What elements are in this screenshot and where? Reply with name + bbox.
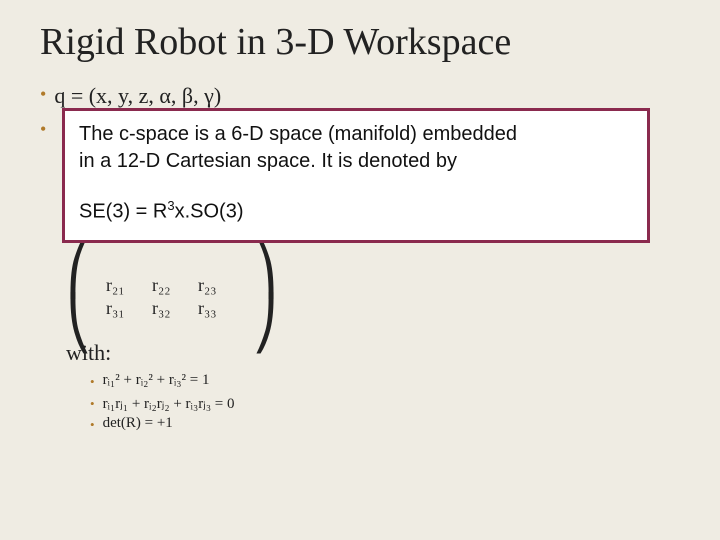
bullet-icon: •	[90, 415, 95, 435]
matrix-region: ⎛⎝ r₂₁ r₂₂ r₂₃ r₃₁ r₃₂ r₃₃ ⎞⎠ with:	[66, 258, 278, 437]
constraint-text: rᵢ₁² + rᵢ₂² + rᵢ₃² = 1	[103, 372, 210, 389]
slide: Rigid Robot in 3-D Workspace • q = (x, y…	[0, 0, 720, 540]
constraint-item: • rᵢ₁rⱼ₁ + rᵢ₂rⱼ₂ + rᵢ₃rⱼ₃ = 0	[90, 394, 278, 414]
matrix-grid: r₂₁ r₂₂ r₂₃ r₃₁ r₃₂ r₃₃	[106, 275, 238, 319]
bullet-text: q = (x, y, z, α, β, γ)	[54, 82, 221, 111]
bullet-icon: •	[40, 82, 46, 107]
matrix-cell: r₃₁	[106, 298, 146, 319]
bullet-icon: •	[90, 394, 95, 414]
formula-pre: SE(3) = R	[79, 201, 167, 223]
constraint-item: • det(R) = +1	[90, 415, 278, 435]
formula-sup: 3	[167, 198, 174, 213]
matrix: ⎛⎝ r₂₁ r₂₂ r₂₃ r₃₁ r₃₂ r₃₃ ⎞⎠	[66, 258, 278, 336]
bullet-icon: •	[40, 117, 46, 142]
callout-formula: SE(3) = R3x.SO(3)	[79, 197, 633, 226]
q-prefix: q = (x, y, z,	[54, 83, 159, 108]
matrix-cell: r₂₁	[106, 275, 146, 296]
callout-box: The c-space is a 6-D space (manifold) em…	[62, 108, 650, 243]
matrix-row: r₂₁ r₂₂ r₂₃	[106, 275, 238, 296]
matrix-cell: r₃₃	[198, 298, 238, 319]
callout-line-2: in a 12-D Cartesian space. It is denoted…	[79, 148, 633, 175]
constraint-text: det(R) = +1	[103, 415, 173, 432]
constraint-item: • rᵢ₁² + rᵢ₂² + rᵢ₃² = 1	[90, 372, 278, 392]
callout-line-1: The c-space is a 6-D space (manifold) em…	[79, 121, 633, 148]
matrix-cell: r₂₃	[198, 275, 238, 296]
q-greek: α, β, γ	[159, 83, 213, 108]
bullet-text-hidden	[54, 117, 60, 146]
constraint-text: rᵢ₁rⱼ₁ + rᵢ₂rⱼ₂ + rᵢ₃rⱼ₃ = 0	[103, 394, 235, 413]
constraints-list: • rᵢ₁² + rᵢ₂² + rᵢ₃² = 1 • rᵢ₁rⱼ₁ + rᵢ₂r…	[90, 372, 278, 435]
paren-right-icon: ⎞⎠	[252, 258, 278, 336]
bullet-q-definition: • q = (x, y, z, α, β, γ)	[40, 82, 680, 111]
with-label: with:	[66, 340, 278, 366]
slide-title: Rigid Robot in 3-D Workspace	[40, 20, 680, 64]
matrix-cell: r₃₂	[152, 298, 192, 319]
paren-left-icon: ⎛⎝	[66, 258, 92, 336]
bullet-icon: •	[90, 372, 95, 392]
formula-post: x.SO(3)	[175, 201, 244, 223]
matrix-cell: r₂₂	[152, 275, 192, 296]
matrix-row: r₃₁ r₃₂ r₃₃	[106, 298, 238, 319]
q-suffix: )	[214, 83, 221, 108]
